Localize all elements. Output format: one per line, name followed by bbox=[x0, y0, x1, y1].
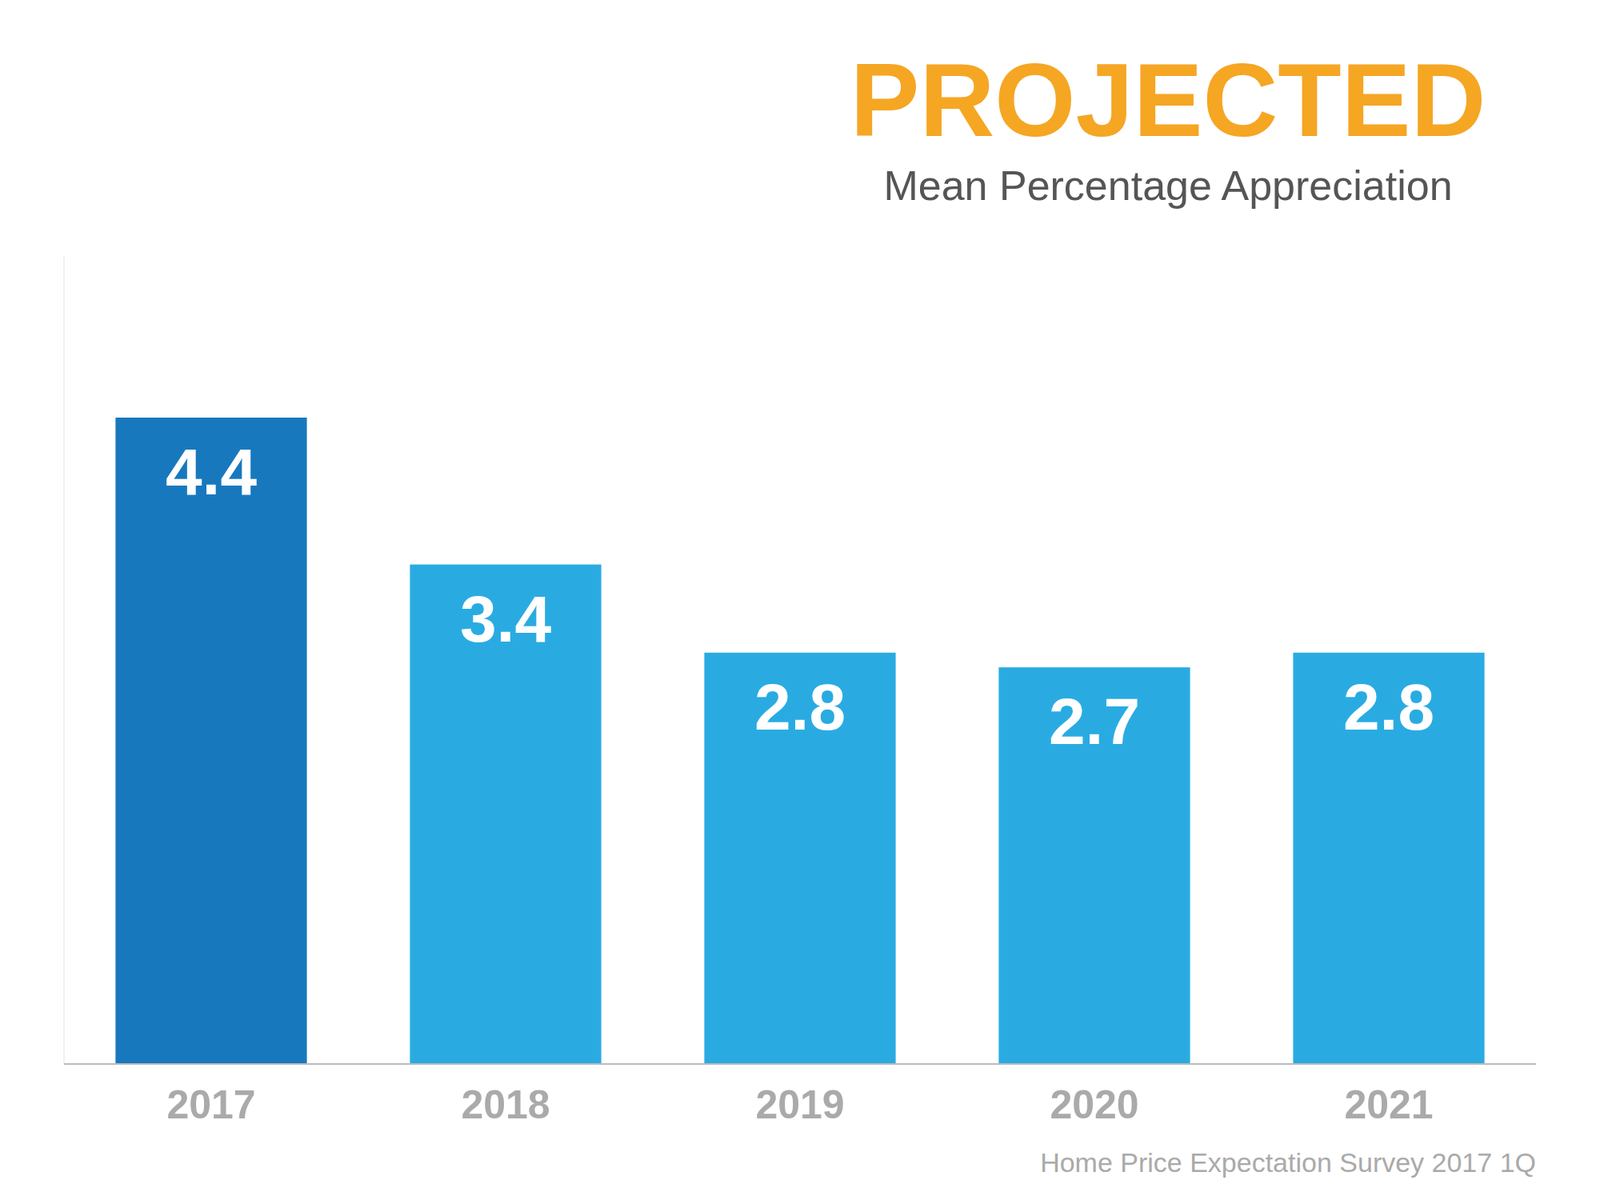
data-label: 2.7 bbox=[1048, 684, 1140, 758]
chart-container: 4.4 3.4 2.8 2.7 2.8 2017 2018 2019 2020 2021 PROJE… bbox=[0, 0, 1600, 1200]
y-axis-line bbox=[64, 256, 65, 1064]
x-tick-label: 2019 bbox=[755, 1082, 844, 1128]
data-label: 2.8 bbox=[1343, 670, 1435, 744]
bar bbox=[1292, 652, 1484, 1064]
background bbox=[0, 0, 1600, 1200]
title: PROJECTED bbox=[850, 41, 1487, 159]
data-label: 3.4 bbox=[460, 582, 552, 656]
x-tick-label: 2021 bbox=[1344, 1082, 1433, 1128]
x-axis-line bbox=[64, 1063, 1536, 1065]
bars bbox=[115, 417, 1484, 1064]
x-tick-label: 2020 bbox=[1049, 1082, 1139, 1128]
subtitle: Mean Percentage Appreciation bbox=[883, 162, 1452, 209]
data-label: 4.4 bbox=[165, 435, 257, 508]
bar bbox=[998, 667, 1190, 1064]
data-label: 2.8 bbox=[754, 670, 846, 744]
chart-svg: 4.4 3.4 2.8 2.7 2.8 2017 2018 2019 2020 2021 PROJE… bbox=[0, 0, 1600, 1200]
x-tick-label: 2018 bbox=[460, 1082, 550, 1128]
source-note: Home Price Expectation Survey 2017 1Q bbox=[1040, 1147, 1536, 1178]
bar bbox=[704, 652, 896, 1064]
bar bbox=[115, 417, 307, 1064]
x-tick-label: 2017 bbox=[166, 1082, 256, 1128]
bar bbox=[409, 564, 601, 1064]
